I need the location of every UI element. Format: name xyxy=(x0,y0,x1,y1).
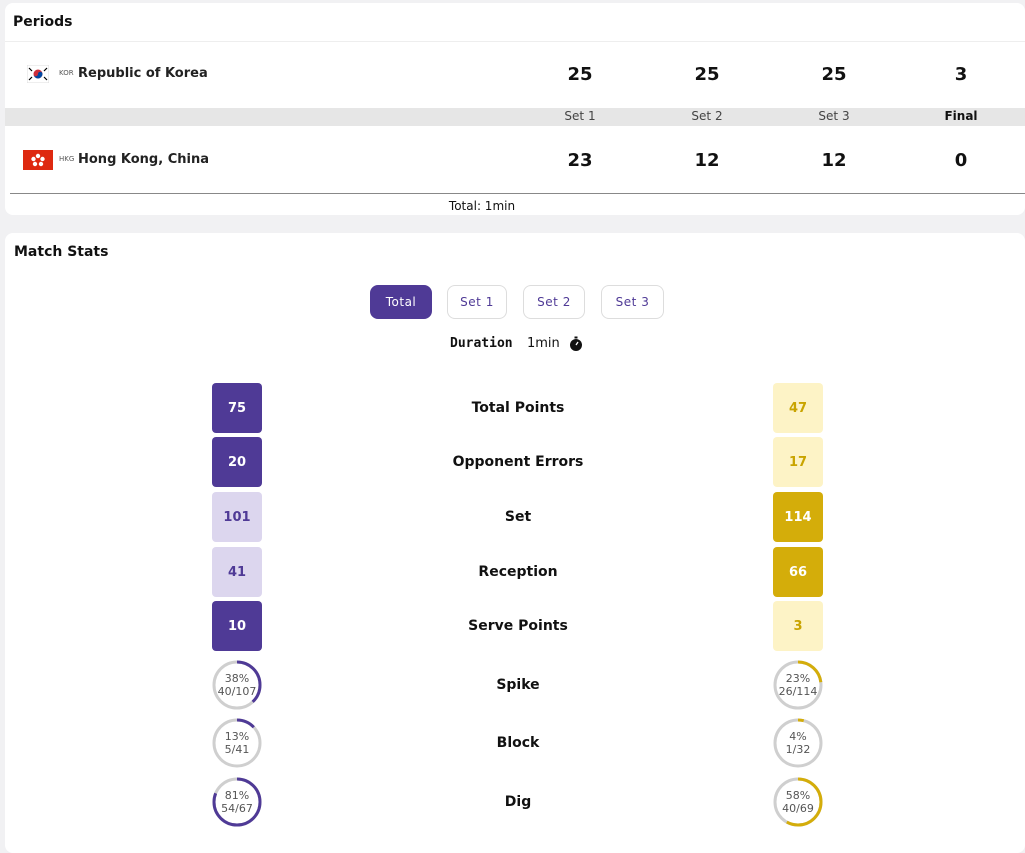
duration-label: Duration xyxy=(450,336,513,351)
ring-ratio: 1/32 xyxy=(785,743,811,756)
team-code: KOR xyxy=(59,69,74,77)
score: 12 xyxy=(821,150,847,171)
stats-title: Match Stats xyxy=(14,244,109,260)
ring xyxy=(773,718,823,768)
divider xyxy=(5,41,1025,42)
score: 25 xyxy=(694,64,720,85)
ring-ratio: 26/114 xyxy=(778,685,818,698)
ring-percent: 23% xyxy=(785,672,811,685)
ring-percent: 81% xyxy=(224,789,250,802)
stat-box: 20 xyxy=(212,437,262,487)
stats-card: Match Stats Duration 1min Total Set 1 Set … xyxy=(5,233,1025,853)
ring-arc xyxy=(773,777,823,827)
ring xyxy=(773,660,823,710)
periods-title: Periods xyxy=(13,14,73,30)
stat-label: Dig xyxy=(504,794,532,810)
divider xyxy=(10,193,1025,194)
header-band xyxy=(5,108,1025,126)
tab[interactable]: Set 3 xyxy=(601,285,664,319)
duration-value: 1min xyxy=(527,336,560,351)
score: 12 xyxy=(694,150,720,171)
stat-box: 47 xyxy=(773,383,823,433)
score: 3 xyxy=(954,64,968,85)
ring xyxy=(773,777,823,827)
stat-box: 66 xyxy=(773,547,823,597)
stat-box: 75 xyxy=(212,383,262,433)
stat-label: Total Points xyxy=(471,400,565,416)
team-name: Hong Kong, China xyxy=(78,152,209,167)
ring-percent: 38% xyxy=(224,672,250,685)
stat-label: Spike xyxy=(496,677,540,693)
stat-label: Opponent Errors xyxy=(452,454,584,470)
ring-ratio: 40/107 xyxy=(217,685,257,698)
stat-box: 10 xyxy=(212,601,262,651)
score: 0 xyxy=(954,150,968,171)
tab[interactable]: Set 2 xyxy=(523,285,585,319)
flag-hkg xyxy=(23,150,53,170)
ring-ratio: 54/67 xyxy=(221,802,253,815)
ring-percent: 58% xyxy=(785,789,811,802)
ring xyxy=(212,660,262,710)
stat-box: 3 xyxy=(773,601,823,651)
score: 25 xyxy=(567,64,593,85)
ring-ratio: 40/69 xyxy=(782,802,814,815)
ring-arc xyxy=(773,718,823,768)
ring-arc xyxy=(212,660,262,710)
stat-label: Set xyxy=(504,509,532,525)
flag-kor xyxy=(27,65,49,83)
ring xyxy=(212,718,262,768)
stopwatch-icon xyxy=(570,336,582,351)
ring-percent: 13% xyxy=(224,730,250,743)
ring-ratio: 5/41 xyxy=(224,743,250,756)
stat-box: 114 xyxy=(773,492,823,542)
column-header: Set 1 xyxy=(564,109,596,123)
ring-arc xyxy=(773,660,823,710)
ring-percent: 4% xyxy=(789,730,807,743)
column-header: Final xyxy=(944,109,978,123)
team-name: Republic of Korea xyxy=(78,66,208,81)
stat-label: Reception xyxy=(478,564,558,580)
stat-label: Block xyxy=(496,735,540,751)
score: 23 xyxy=(567,150,593,171)
periods-card: Periods KOR Republic of Korea 25 25 25 3 HKG Ho… xyxy=(5,3,1025,215)
team-code: HKG xyxy=(59,155,75,163)
tab[interactable]: Set 1 xyxy=(447,285,507,319)
score: 25 xyxy=(821,64,847,85)
column-header: Set 2 xyxy=(691,109,723,123)
ring-arc xyxy=(212,718,262,768)
stat-box: 17 xyxy=(773,437,823,487)
tab[interactable]: Total xyxy=(370,285,432,319)
column-header: Set 3 xyxy=(818,109,850,123)
stat-label: Serve Points xyxy=(468,618,568,634)
stat-box: 41 xyxy=(212,547,262,597)
ring xyxy=(212,777,262,827)
ring-arc xyxy=(212,777,262,827)
stat-box: 101 xyxy=(212,492,262,542)
total-duration: Total: 1min xyxy=(448,199,516,213)
